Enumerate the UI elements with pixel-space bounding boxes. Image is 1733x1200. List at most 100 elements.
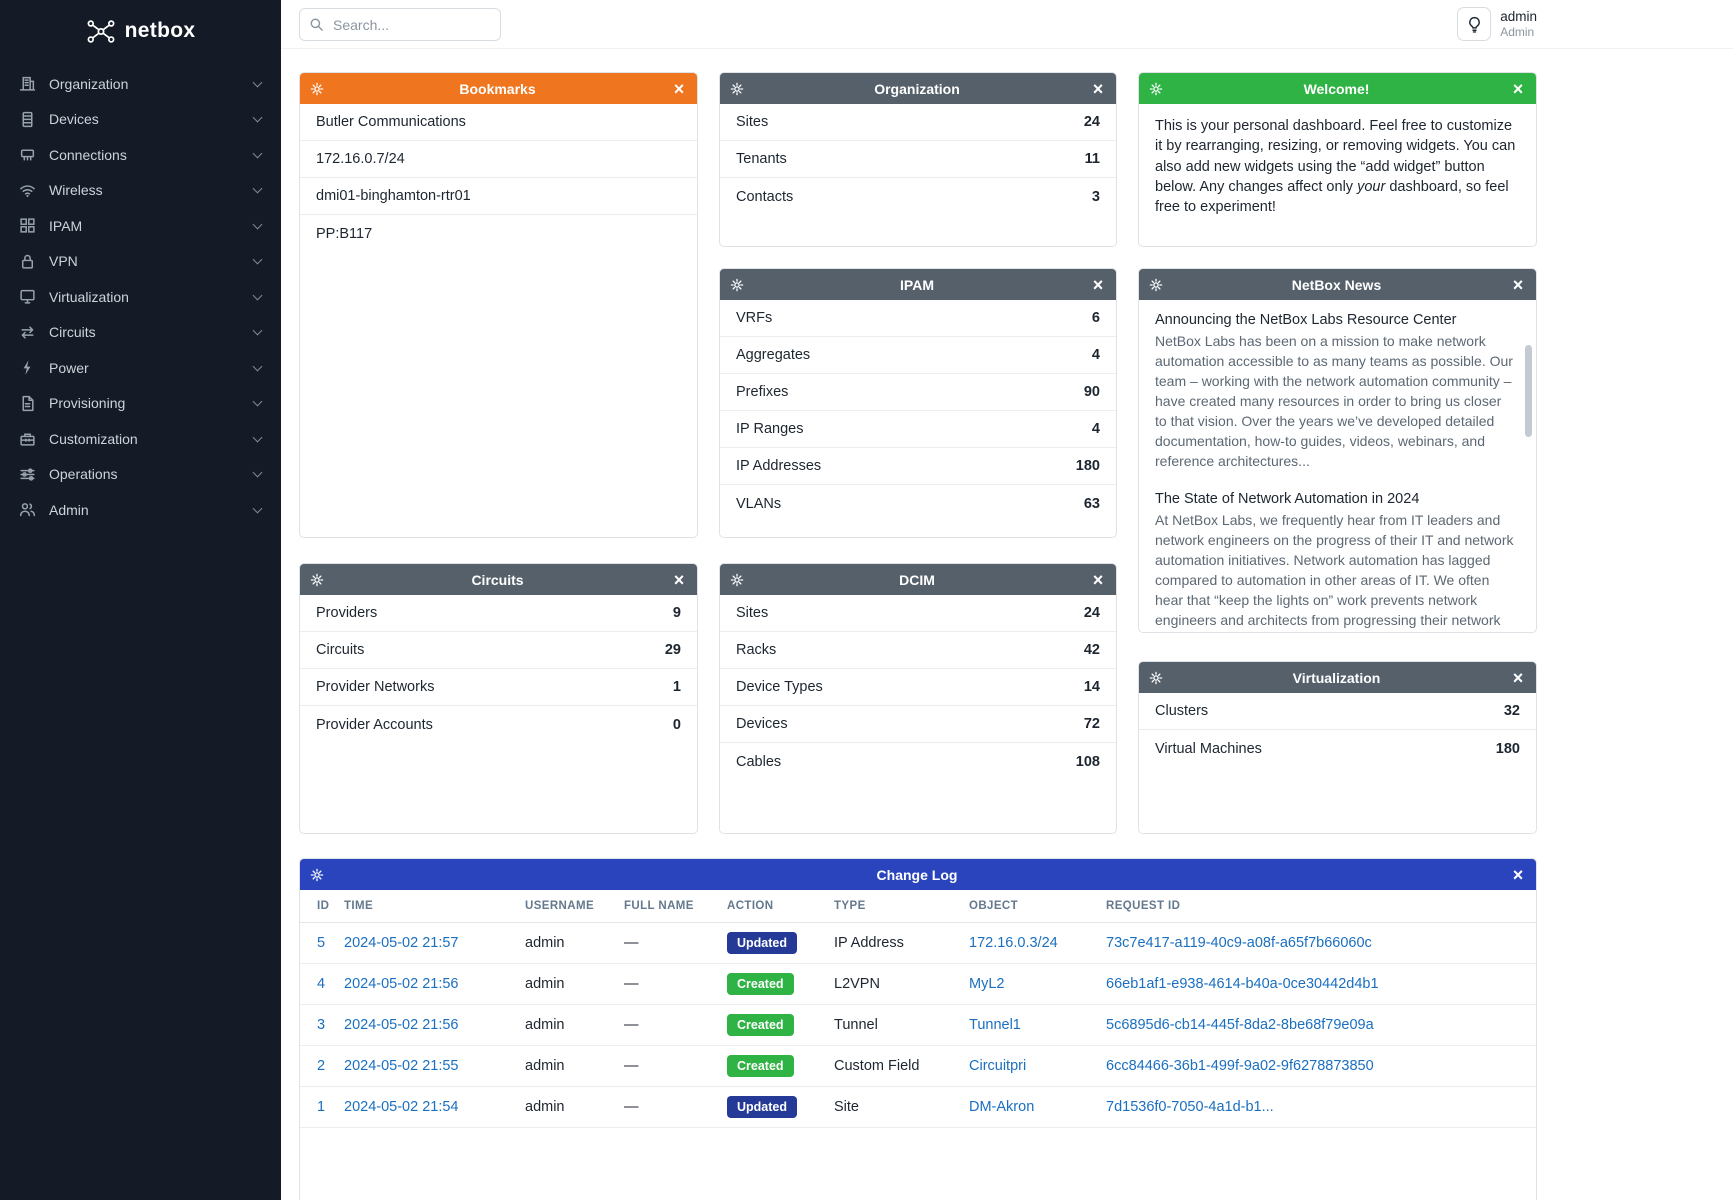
netbox-logo[interactable]: netbox: [0, 0, 281, 56]
sidebar-item-connections[interactable]: Connections: [0, 137, 281, 173]
stat-row[interactable]: IP Ranges 4: [720, 411, 1116, 448]
stat-row[interactable]: Virtual Machines 180: [1139, 730, 1536, 767]
stat-row[interactable]: Circuits 29: [300, 632, 697, 669]
change-id-link[interactable]: 2: [317, 1058, 326, 1074]
stat-value: 14: [1083, 679, 1100, 695]
stat-row[interactable]: Contacts 3: [720, 178, 1116, 215]
widget-close-icon[interactable]: ×: [1512, 864, 1524, 885]
widget-close-icon[interactable]: ×: [1512, 78, 1524, 99]
change-time-link[interactable]: 2024-05-02 21:56: [344, 976, 459, 992]
change-id-link[interactable]: 4: [317, 976, 326, 992]
widget-dcim: DCIM × Sites 24 Racks 42 Device Types 14 De…: [719, 563, 1117, 834]
stat-row[interactable]: Providers 9: [300, 595, 697, 632]
change-username: admin: [517, 1045, 616, 1087]
widget-close-icon[interactable]: ×: [673, 78, 685, 99]
search-icon: [310, 18, 323, 31]
change-object-link[interactable]: Tunnel1: [969, 1017, 1021, 1033]
sidebar-item-power[interactable]: Power: [0, 350, 281, 386]
request-id-link[interactable]: 6cc84466-36b1-499f-9a02-9f6278873850: [1106, 1058, 1374, 1074]
change-object-link[interactable]: Circuitpri: [969, 1058, 1027, 1074]
sidebar-item-circuits[interactable]: Circuits: [0, 315, 281, 351]
request-id-link[interactable]: 5c6895d6-cb14-445f-8da2-8be68f79e09a: [1106, 1017, 1374, 1033]
search-input[interactable]: [299, 8, 501, 41]
bookmark-item[interactable]: Butler Communications: [300, 104, 697, 141]
change-time-link[interactable]: 2024-05-02 21:54: [344, 1099, 459, 1115]
stat-row[interactable]: Tenants 11: [720, 141, 1116, 178]
theme-toggle-button[interactable]: [1457, 7, 1492, 41]
sidebar-item-organization[interactable]: Organization: [0, 66, 281, 102]
widget-bookmarks-header: Bookmarks ×: [300, 73, 697, 104]
stat-row[interactable]: Clusters 32: [1139, 693, 1536, 730]
widget-config-icon[interactable]: [1149, 671, 1163, 685]
news-headline-link[interactable]: The State of Network Automation in 2024: [1155, 491, 1420, 508]
stat-row[interactable]: Provider Networks 1: [300, 669, 697, 706]
stat-row[interactable]: Prefixes 90: [720, 374, 1116, 411]
changelog-row: 1 2024-05-02 21:54 admin — Updated Site …: [300, 1086, 1536, 1128]
bookmark-item[interactable]: PP:B117: [300, 215, 697, 252]
bookmarks-list: Butler Communications 172.16.0.7/24 dmi0…: [300, 104, 697, 252]
change-object-link[interactable]: DM-Akron: [969, 1099, 1035, 1115]
devices-icon: [19, 111, 36, 128]
column-header: REQUEST ID: [1098, 890, 1536, 923]
stat-row[interactable]: Devices 72: [720, 706, 1116, 743]
sidebar-item-operations[interactable]: Operations: [0, 457, 281, 493]
change-id-link[interactable]: 1: [317, 1099, 326, 1115]
sidebar-item-wireless[interactable]: Wireless: [0, 173, 281, 209]
bookmark-item[interactable]: 172.16.0.7/24: [300, 141, 697, 178]
sidebar-item-label: Customization: [49, 430, 138, 447]
user-name: admin: [1500, 8, 1537, 24]
stat-row[interactable]: Racks 42: [720, 632, 1116, 669]
change-object-link[interactable]: MyL2: [969, 976, 1005, 992]
widget-config-icon[interactable]: [1149, 82, 1163, 96]
sidebar-item-customization[interactable]: Customization: [0, 421, 281, 457]
widget-news-header: NetBox News ×: [1139, 269, 1536, 300]
widget-config-icon[interactable]: [1149, 278, 1163, 292]
widget-close-icon[interactable]: ×: [1512, 667, 1524, 688]
change-type: Site: [826, 1086, 961, 1128]
widget-config-icon[interactable]: [730, 278, 744, 292]
sidebar-item-label: Circuits: [49, 324, 96, 341]
stat-row[interactable]: Cables 108: [720, 743, 1116, 780]
bookmark-item[interactable]: dmi01-binghamton-rtr01: [300, 178, 697, 215]
change-object-link[interactable]: 172.16.0.3/24: [969, 935, 1058, 951]
stat-row[interactable]: Device Types 14: [720, 669, 1116, 706]
widget-config-icon[interactable]: [310, 868, 324, 882]
stat-row[interactable]: Sites 24: [720, 595, 1116, 632]
widget-ipam-header: IPAM ×: [720, 269, 1116, 300]
change-id-link[interactable]: 3: [317, 1017, 326, 1033]
stat-row[interactable]: VLANs 63: [720, 485, 1116, 522]
stat-row[interactable]: VRFs 6: [720, 300, 1116, 337]
widget-close-icon[interactable]: ×: [1092, 569, 1104, 590]
change-id-link[interactable]: 5: [317, 935, 326, 951]
sidebar-item-virtualization[interactable]: Virtualization: [0, 279, 281, 315]
widget-config-icon[interactable]: [310, 82, 324, 96]
widget-close-icon[interactable]: ×: [1512, 274, 1524, 295]
widget-close-icon[interactable]: ×: [673, 569, 685, 590]
news-scrollbar-thumb[interactable]: [1525, 345, 1532, 437]
stat-row[interactable]: Provider Accounts 0: [300, 706, 697, 743]
stat-value: 3: [1091, 188, 1100, 205]
widget-config-icon[interactable]: [310, 573, 324, 587]
sidebar-item-vpn[interactable]: VPN: [0, 244, 281, 280]
widget-close-icon[interactable]: ×: [1092, 274, 1104, 295]
user-menu[interactable]: admin Admin: [1500, 9, 1537, 40]
widget-config-icon[interactable]: [730, 573, 744, 587]
widget-close-icon[interactable]: ×: [1092, 78, 1104, 99]
stat-row[interactable]: Aggregates 4: [720, 337, 1116, 374]
request-id-link[interactable]: 7d1536f0-7050-4a1d-b1...: [1106, 1099, 1274, 1115]
stat-value: 11: [1084, 151, 1100, 167]
sidebar-item-admin[interactable]: Admin: [0, 492, 281, 528]
news-headline-link[interactable]: Announcing the NetBox Labs Resource Cent…: [1155, 312, 1457, 328]
change-time-link[interactable]: 2024-05-02 21:55: [344, 1058, 459, 1074]
stat-row[interactable]: Sites 24: [720, 104, 1116, 141]
request-id-link[interactable]: 66eb1af1-e938-4614-b40a-0ce30442d4b1: [1106, 976, 1379, 992]
sidebar-item-provisioning[interactable]: Provisioning: [0, 386, 281, 422]
widget-config-icon[interactable]: [730, 82, 744, 96]
sidebar-item-ipam[interactable]: IPAM: [0, 208, 281, 244]
stat-row[interactable]: IP Addresses 180: [720, 448, 1116, 485]
change-time-link[interactable]: 2024-05-02 21:56: [344, 1017, 459, 1033]
stat-value: 24: [1083, 605, 1100, 621]
sidebar-item-devices[interactable]: Devices: [0, 102, 281, 138]
change-time-link[interactable]: 2024-05-02 21:57: [344, 935, 459, 951]
request-id-link[interactable]: 73c7e417-a119-40c9-a08f-a65f7b66060c: [1106, 935, 1372, 951]
